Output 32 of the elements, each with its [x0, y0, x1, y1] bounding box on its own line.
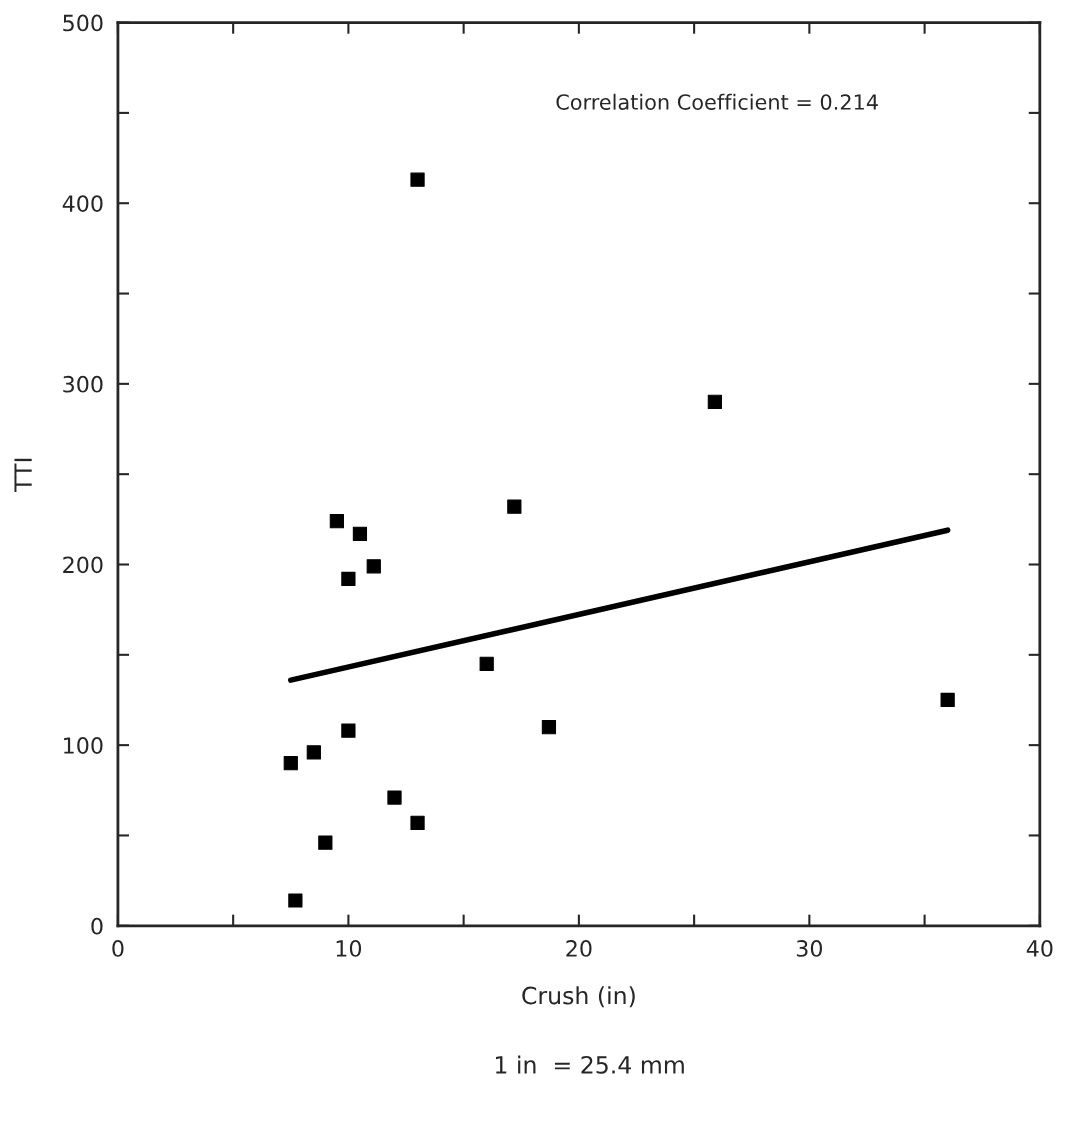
- x-tick-label: 30: [796, 940, 823, 957]
- point: [318, 835, 333, 850]
- x-tick-label: 0: [112, 940, 124, 957]
- point: [366, 559, 381, 574]
- x-axis-title: Crush (in): [522, 986, 635, 1008]
- point: [507, 499, 522, 514]
- text: 1 in = 25.4 mm: [495, 1055, 684, 1074]
- point: [306, 745, 321, 760]
- point: [410, 172, 425, 187]
- point: [940, 692, 955, 708]
- y-tick-label: 100: [64, 737, 103, 754]
- point: [329, 514, 344, 529]
- point: [352, 526, 368, 541]
- point: [387, 790, 402, 805]
- y-tick-label: 200: [63, 556, 103, 574]
- y-tick-label: 0: [91, 917, 103, 935]
- x-tick-label: 10: [336, 940, 362, 957]
- point: [410, 815, 425, 830]
- y-axis-title: TTI: [14, 458, 32, 492]
- point: [479, 656, 494, 671]
- y-tick-label: 500: [63, 14, 103, 32]
- y-tick-label: 300: [63, 375, 103, 393]
- point: [341, 571, 356, 587]
- annotation: Correlation Coefficient = 0.214: [556, 93, 878, 110]
- point: [288, 893, 303, 908]
- x-tick-label: 20: [566, 940, 592, 957]
- point: [341, 723, 356, 738]
- x-tick-label: 40: [1026, 940, 1053, 957]
- point: [707, 394, 722, 410]
- point: [283, 756, 298, 771]
- y-tick-label: 400: [62, 195, 103, 212]
- point: [541, 719, 557, 735]
